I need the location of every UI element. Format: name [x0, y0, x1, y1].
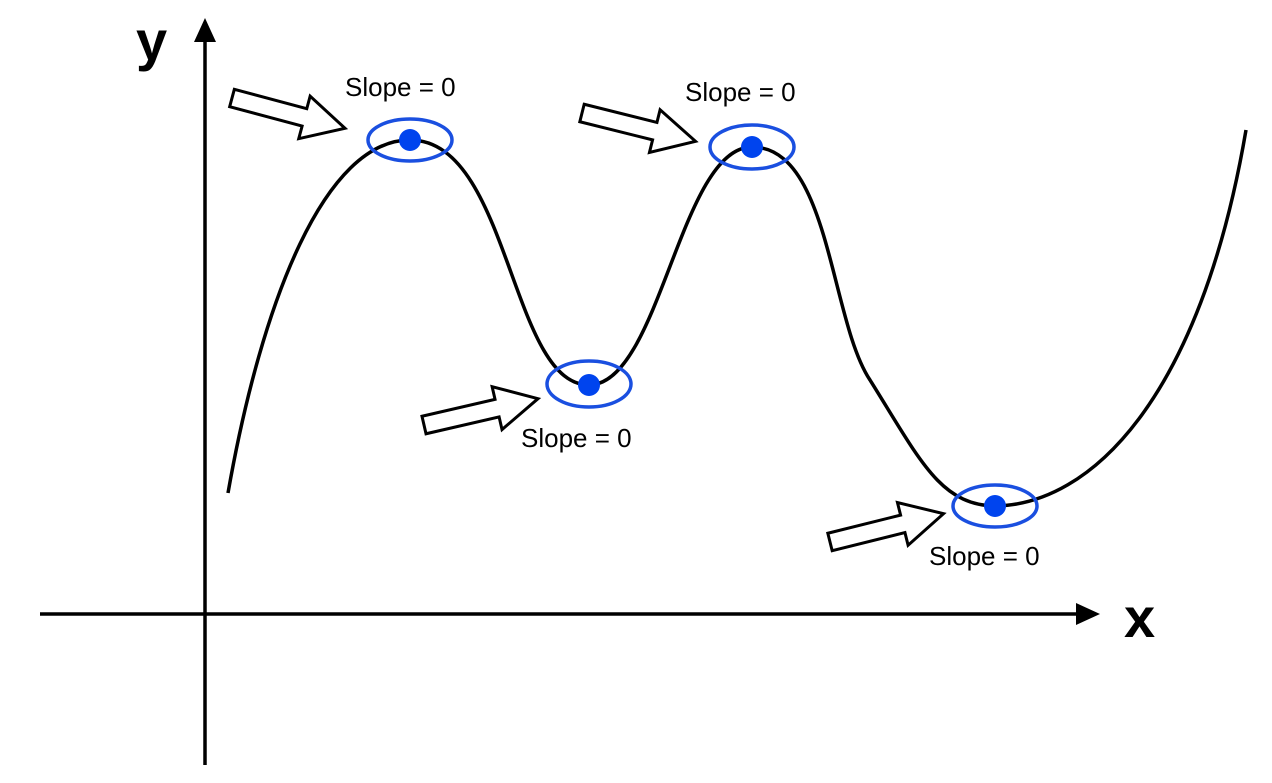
critical-point-3 — [708, 123, 796, 171]
critical-point-4 — [951, 483, 1039, 529]
critical-point-dot — [984, 495, 1006, 517]
x-axis-label: x — [1124, 586, 1155, 649]
function-curve — [226, 129, 1248, 508]
arrow-right-icon — [420, 384, 542, 436]
highlight-ring — [708, 123, 796, 171]
critical-point-dot — [399, 129, 421, 151]
critical-point-2 — [545, 359, 633, 409]
critical-point-markers — [366, 117, 1039, 529]
y-axis-arrowhead — [194, 18, 216, 42]
arrow-right-icon — [578, 102, 699, 155]
x-axis-arrowhead — [1076, 603, 1100, 625]
pointer-arrows — [227, 87, 947, 553]
y-axis-label: y — [136, 9, 167, 72]
slope-label: Slope = 0 — [345, 72, 456, 102]
slope-label: Slope = 0 — [685, 77, 796, 107]
slope-labels: Slope = 0 Slope = 0 Slope = 0 Slope = 0 — [345, 72, 1040, 571]
slope-label: Slope = 0 — [929, 541, 1040, 571]
critical-point-1 — [366, 117, 454, 163]
highlight-ring — [366, 117, 454, 163]
arrow-right-icon — [227, 87, 349, 141]
slope-label: Slope = 0 — [521, 423, 632, 453]
axes: x y — [40, 9, 1155, 765]
critical-point-dot — [578, 374, 600, 396]
arrow-right-icon — [826, 500, 947, 553]
critical-point-dot — [741, 136, 763, 158]
highlight-ring — [951, 483, 1039, 529]
highlight-ring — [545, 359, 633, 409]
